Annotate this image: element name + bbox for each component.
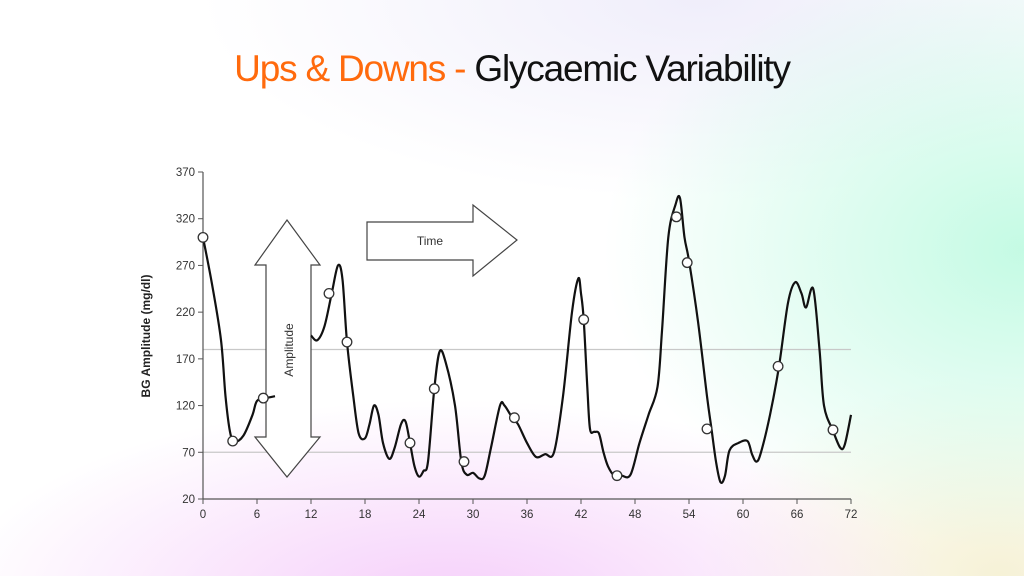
x-tick-label: 12 [305,509,318,521]
x-tick-label: 30 [467,509,480,521]
data-point [323,288,335,299]
x-tick-label: 60 [737,509,750,521]
amplitude-arrow [253,218,322,478]
data-point [227,435,239,447]
data-point [578,314,590,326]
data-point [458,456,470,468]
y-tick-label: 120 [176,401,195,413]
x-tick-label: 6 [254,509,260,521]
time-label: Time [417,234,444,248]
glucose-curve [201,237,276,444]
x-tick-label: 72 [845,509,858,521]
title-black: Glycaemic Variability [474,48,791,89]
y-tick-label: 370 [176,167,195,179]
title-orange: Ups & Downs - [234,48,475,89]
y-tick-label: 320 [176,214,195,226]
y-tick-label: 20 [182,494,195,506]
y-tick-label: 70 [182,447,195,459]
data-point [670,211,682,223]
data-point [701,423,713,435]
y-tick-label: 220 [176,307,195,319]
data-point [257,392,269,404]
y-tick-label: 270 [176,260,195,272]
x-tick-label: 42 [575,509,588,521]
y-tick-label: 170 [176,354,195,366]
data-point [428,383,440,395]
time-arrow [366,203,518,278]
y-axis-label: BG Amplitude (mg/dl) [139,275,153,398]
amplitude-label: Amplitude [282,323,296,377]
x-tick-label: 0 [200,509,206,521]
data-point [827,424,839,436]
data-point [611,470,623,482]
x-tick-label: 66 [791,509,804,521]
x-tick-label: 18 [359,509,372,521]
data-point [772,360,784,372]
data-point [681,257,693,269]
data-point [341,336,353,348]
data-point [508,412,520,424]
slide-title: Ups & Downs - Glycaemic Variability [0,48,1024,90]
data-point [404,437,416,449]
x-tick-label: 48 [629,509,642,521]
glucose-curve [310,194,853,484]
x-tick-label: 54 [683,509,696,521]
x-tick-label: 36 [521,509,534,521]
data-point [197,231,209,243]
x-tick-label: 24 [413,509,426,521]
